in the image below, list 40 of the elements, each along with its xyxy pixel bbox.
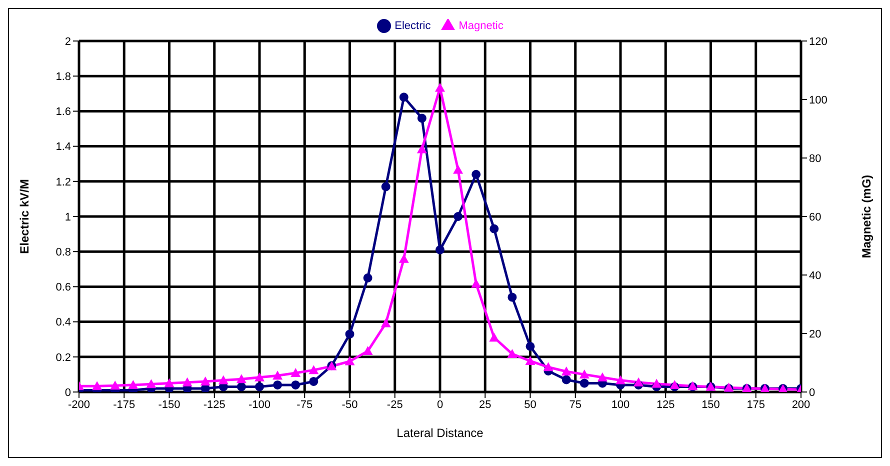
legend-label: Magnetic	[458, 20, 504, 32]
y2-tick-label: 100	[809, 94, 828, 106]
x-tick-label: 25	[479, 398, 492, 411]
x-tick-label: 75	[569, 398, 582, 411]
x-tick-label: 50	[524, 398, 536, 411]
x-tick-label: -175	[113, 398, 136, 411]
x-tick-label: -75	[296, 398, 313, 411]
x-tick-label: -200	[68, 398, 90, 411]
y-tick-label: 1.2	[56, 176, 71, 188]
y-tick-label: 1.6	[56, 106, 71, 118]
x-tick-label: -150	[158, 398, 180, 411]
y2-tick-label: 60	[809, 211, 822, 224]
y-tick-label: 1.8	[56, 71, 71, 84]
y-axis-title: Electric kV/M	[17, 179, 32, 254]
y-tick-label: 0.2	[56, 352, 71, 364]
x-tick-label: 0	[436, 398, 444, 411]
y2-tick-label: 0	[809, 386, 816, 399]
y2-tick-label: 120	[809, 36, 828, 48]
y-tick-label: 0.6	[56, 282, 71, 294]
y2-tick-label: 80	[809, 152, 822, 165]
x-tick-label: 175	[746, 398, 766, 411]
y-tick-label: 2	[64, 36, 71, 48]
y-tick-label: 1	[64, 211, 71, 224]
y-tick-label: 0	[64, 386, 71, 399]
x-tick-label: 200	[792, 398, 810, 411]
x-tick-label: 100	[611, 398, 630, 411]
y2-axis-title: Magnetic (mG)	[859, 174, 874, 258]
x-tick-label: -125	[203, 398, 226, 411]
x-tick-label: -50	[342, 398, 358, 411]
x-axis-title: Lateral Distance	[396, 426, 484, 440]
y-tick-label: 0.4	[56, 316, 71, 329]
x-tick-label: 150	[702, 398, 720, 411]
y-tick-label: 1.4	[56, 141, 71, 154]
legend-label: Electric	[394, 20, 431, 32]
x-tick-label: -100	[248, 398, 271, 411]
y2-tick-label: 40	[809, 270, 822, 282]
x-tick-label: -25	[386, 398, 403, 411]
y-tick-label: 0.8	[56, 246, 71, 259]
x-tick-label: 125	[656, 398, 675, 411]
y2-tick-label: 20	[809, 328, 822, 340]
